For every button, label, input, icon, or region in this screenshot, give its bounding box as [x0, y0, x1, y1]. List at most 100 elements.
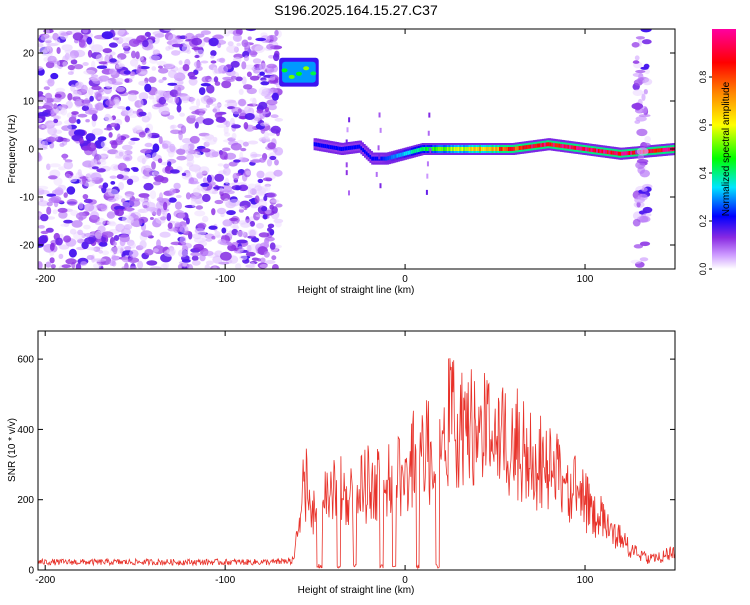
heatmap-cell — [127, 93, 137, 102]
heatmap-cell — [266, 63, 277, 69]
heatmap-cell — [231, 132, 237, 140]
heatmap-cell — [160, 216, 167, 221]
heatmap-cell — [164, 93, 170, 101]
heatmap-cell — [233, 221, 239, 229]
heatmap-cell — [44, 92, 53, 100]
heatmap-cell — [217, 163, 224, 167]
heatmap-cell — [217, 239, 227, 245]
heatmap-cell — [608, 150, 613, 155]
heatmap-cell — [355, 145, 359, 150]
heatmap-cell — [180, 125, 187, 134]
heatmap-cell — [450, 147, 454, 151]
heatmap-cell — [401, 152, 406, 157]
heatmap-cell — [119, 239, 126, 247]
heatmap-cell — [151, 66, 157, 71]
heatmap-cell — [101, 31, 114, 39]
heatmap-cell — [254, 195, 260, 204]
heatmap-cell — [238, 88, 244, 95]
heatmap-cell — [38, 96, 48, 105]
heatmap-cell — [545, 142, 550, 147]
heatmap-cell — [398, 153, 402, 158]
heatmap-cell — [319, 143, 323, 148]
heatmap-cell — [106, 221, 112, 225]
heatmap-cell — [223, 163, 230, 169]
heatmap-cell — [249, 75, 260, 81]
heatmap-cell — [58, 211, 68, 219]
heatmap-cell — [162, 76, 167, 81]
heatmap-cell — [244, 194, 253, 199]
heatmap-cell — [525, 145, 530, 150]
heatmap-cell — [132, 110, 138, 114]
heatmap-cell — [93, 263, 102, 269]
heatmap-cell — [113, 235, 120, 241]
heatmap-cell — [389, 155, 393, 160]
heatmap-cell — [219, 57, 226, 63]
heatmap-cell — [504, 147, 508, 151]
heatmap-cell — [353, 145, 357, 150]
heatmap-cell — [558, 143, 562, 148]
heatmap-cell — [347, 146, 352, 150]
heatmap-cell — [186, 158, 195, 166]
heatmap-cell — [205, 238, 213, 242]
heatmap-cell — [90, 77, 100, 82]
x-tick-label: 100 — [577, 575, 594, 586]
heatmap-cell — [249, 97, 256, 103]
heatmap-cell — [132, 126, 143, 133]
heatmap-cell — [188, 76, 198, 80]
heatmap-cell — [210, 50, 217, 57]
heatmap-cell — [85, 133, 96, 142]
heatmap-cell — [257, 178, 264, 184]
heatmap-cell — [218, 66, 223, 74]
heatmap-cell — [198, 87, 206, 96]
heatmap-cell — [493, 147, 498, 151]
heatmap-cell — [228, 182, 237, 186]
heatmap-cell — [175, 201, 182, 210]
heatmap-cell — [90, 158, 98, 166]
heatmap-cell — [603, 149, 607, 154]
heatmap-cell — [40, 230, 49, 235]
heatmap-cell — [578, 146, 582, 151]
heatmap-cell — [152, 49, 161, 56]
heatmap-cell — [259, 264, 269, 268]
heatmap-cell — [409, 150, 413, 155]
heatmap-cell — [659, 148, 663, 153]
heatmap-cell — [653, 148, 658, 153]
heatmap-cell — [269, 75, 276, 81]
heatmap-cell — [331, 145, 336, 150]
heatmap-cell — [273, 169, 283, 177]
heatmap-cell — [410, 149, 415, 154]
heatmap-cell — [587, 147, 591, 152]
heatmap-cell — [223, 167, 231, 176]
heatmap-cell — [563, 144, 568, 149]
heatmap-cell — [60, 223, 70, 227]
heatmap-cell — [61, 264, 72, 269]
heatmap-cell — [257, 200, 268, 208]
heatmap-cell — [66, 198, 78, 206]
heatmap-cell — [333, 145, 337, 150]
heatmap-cell — [188, 77, 198, 86]
heatmap-cell — [195, 200, 202, 205]
heatmap-cell — [185, 149, 195, 155]
heatmap-cell — [166, 212, 172, 222]
heatmap-cell — [606, 150, 611, 155]
heatmap-cell — [82, 62, 89, 66]
heatmap-cell — [642, 142, 651, 147]
heatmap-cell — [191, 260, 201, 266]
heatmap-cell — [127, 257, 140, 264]
heatmap-cell — [391, 155, 395, 160]
heatmap-cell — [221, 227, 227, 234]
heatmap-cell — [152, 181, 162, 186]
heatmap-cell — [632, 218, 641, 227]
heatmap-cell — [509, 147, 514, 151]
heatmap-cell — [64, 55, 76, 61]
heatmap-x-ticks: -200 -100 0 100 — [35, 29, 594, 285]
colorbar-gradient — [712, 29, 736, 269]
heatmap-cell — [200, 83, 211, 87]
heatmap-cell — [464, 147, 469, 151]
heatmap-cell — [84, 232, 95, 238]
heatmap-cell — [590, 148, 595, 152]
heatmap-cell — [109, 122, 118, 128]
heatmap-cell — [50, 109, 55, 116]
heatmap-cell — [90, 172, 102, 181]
heatmap-cell — [169, 169, 180, 174]
